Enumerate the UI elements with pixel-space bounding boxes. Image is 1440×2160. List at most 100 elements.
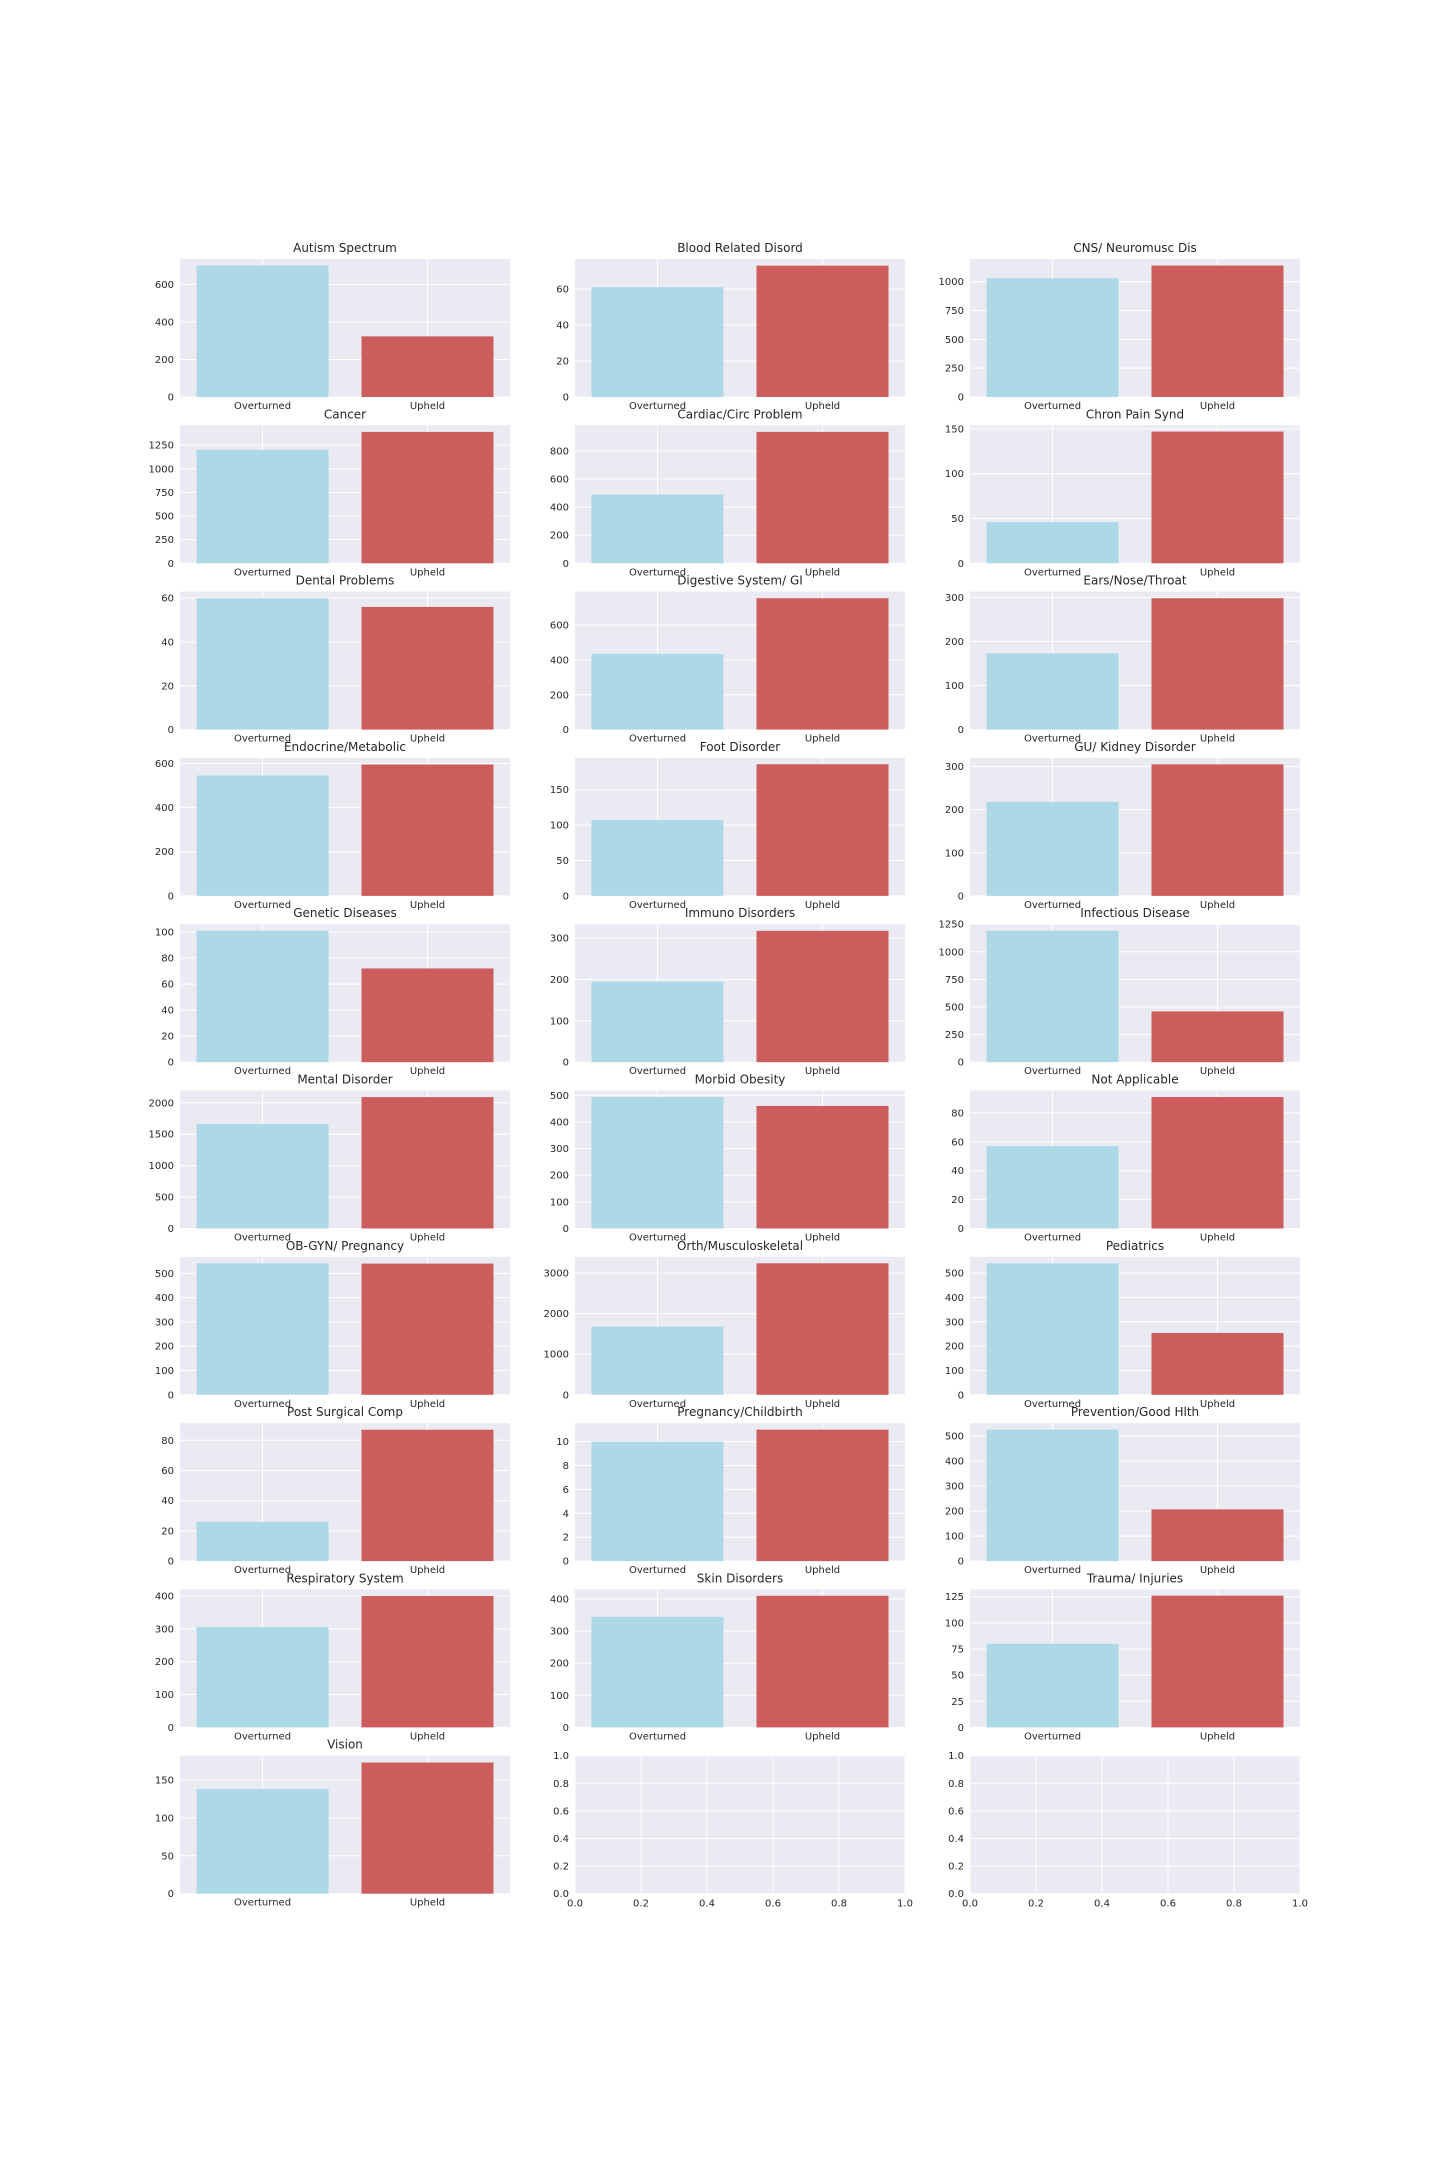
subplot-title: Chron Pain Synd (1086, 407, 1184, 421)
y-tick-label: 750 (945, 306, 964, 317)
subplot-15: 0 250 500 750 1000 1250 Overturned Upheld Infect… (939, 906, 1300, 1077)
y-tick-label: 0 (563, 1224, 569, 1235)
y-tick-label: 750 (945, 975, 964, 986)
x-tick-label: Upheld (410, 401, 445, 412)
bar-overturned (986, 1263, 1119, 1395)
bar-overturned (196, 1124, 329, 1229)
subplot-12: 0 100 200 300 Overturned Upheld GU/ Kidney Dis… (945, 740, 1300, 911)
y-tick-label: 600 (550, 621, 569, 632)
subplot-4: 0 250 500 750 1000 1250 Overturned Upheld Cancer (149, 407, 510, 578)
subplot-19: 0 100 200 300 400 500 Overturned Upheld OB-GYN/ … (155, 1239, 510, 1410)
y-tick-label: 600 (155, 280, 174, 291)
x-tick-label: Upheld (1200, 1565, 1235, 1576)
y-tick-label: 0 (563, 1058, 569, 1069)
x-tick-label: 0.8 (1226, 1899, 1242, 1910)
x-tick-label: Overturned (234, 1565, 291, 1576)
subplot-title: Vision (327, 1738, 363, 1752)
y-tick-label: 500 (945, 1003, 964, 1014)
y-tick-label: 500 (550, 1091, 569, 1102)
subplot-16: 0 500 1000 1500 2000 Overturned Upheld Mental D… (149, 1073, 510, 1244)
y-tick-label: 300 (155, 1317, 174, 1328)
y-tick-label: 1000 (544, 1350, 569, 1361)
x-tick-label: Upheld (805, 900, 840, 911)
subplot-title: Pregnancy/Childbirth (677, 1405, 802, 1419)
y-tick-label: 100 (945, 848, 964, 859)
x-tick-label: Overturned (629, 1399, 686, 1410)
y-tick-label: 0 (958, 725, 964, 736)
x-tick-label: Overturned (629, 734, 686, 745)
y-tick-label: 25 (951, 1697, 964, 1708)
x-tick-label: Overturned (1024, 1233, 1081, 1244)
x-tick-label: 0.4 (1094, 1899, 1110, 1910)
y-tick-label: 50 (951, 514, 964, 525)
subplot-title: Blood Related Disord (677, 241, 803, 255)
x-tick-label: Overturned (629, 1233, 686, 1244)
subplot-8: 0 200 400 600 Overturned Upheld Digestive Syst… (550, 574, 905, 745)
y-tick-label: 20 (951, 1195, 964, 1206)
subplot-21: 0 100 200 300 400 500 Overturned Upheld Pediatri… (945, 1239, 1300, 1410)
y-tick-label: 200 (155, 847, 174, 858)
subplot-28: 0 50 100 150 Overturned Upheld Vision (155, 1738, 510, 1909)
y-tick-label: 4 (563, 1509, 569, 1520)
y-tick-label: 1.0 (948, 1751, 964, 1762)
y-tick-label: 800 (550, 446, 569, 457)
bar-overturned (196, 1521, 329, 1562)
x-tick-label: Upheld (410, 1731, 445, 1742)
bar-upheld (361, 1429, 494, 1562)
x-tick-label: Upheld (1200, 567, 1235, 578)
y-tick-label: 1500 (149, 1130, 174, 1141)
x-tick-label: Overturned (1024, 1731, 1081, 1742)
y-tick-label: 400 (945, 1457, 964, 1468)
y-tick-label: 1.0 (553, 1751, 569, 1762)
y-tick-label: 1250 (149, 441, 174, 452)
y-tick-label: 400 (155, 1591, 174, 1602)
x-tick-label: Upheld (410, 1399, 445, 1410)
y-tick-label: 100 (945, 469, 964, 480)
x-tick-label: 0.6 (1160, 1899, 1176, 1910)
subplot-title: Ears/Nose/Throat (1083, 574, 1186, 588)
bar-overturned (591, 981, 724, 1063)
bar-upheld (361, 968, 494, 1063)
x-tick-label: Overturned (629, 401, 686, 412)
subplot-title: Not Applicable (1091, 1073, 1178, 1087)
bar-overturned (196, 265, 329, 397)
subplot-title: Mental Disorder (297, 1073, 392, 1087)
x-tick-label: Upheld (410, 567, 445, 578)
subplot-22: 0 20 40 60 80 Overturned Upheld Post Surgical C… (161, 1405, 510, 1576)
bar-overturned (196, 1627, 329, 1728)
x-tick-label: Upheld (805, 567, 840, 578)
y-tick-label: 0.0 (553, 1889, 569, 1900)
x-tick-label: Overturned (234, 734, 291, 745)
y-tick-label: 400 (155, 317, 174, 328)
y-tick-label: 400 (550, 655, 569, 666)
y-tick-label: 20 (161, 1526, 174, 1537)
x-tick-label: Upheld (805, 1233, 840, 1244)
subplot-title: Autism Spectrum (293, 241, 397, 255)
x-tick-label: Overturned (629, 1565, 686, 1576)
x-tick-label: Overturned (234, 1898, 291, 1909)
y-tick-label: 0 (563, 1390, 569, 1401)
y-tick-label: 750 (155, 488, 174, 499)
plot-background (970, 1755, 1300, 1894)
x-tick-label: Upheld (805, 401, 840, 412)
bar-overturned (591, 653, 724, 730)
y-tick-label: 0 (958, 891, 964, 902)
y-tick-label: 0 (563, 891, 569, 902)
y-tick-label: 100 (155, 928, 174, 939)
y-tick-label: 60 (556, 285, 569, 296)
bar-upheld (756, 1105, 889, 1229)
y-tick-label: 50 (161, 1851, 174, 1862)
subplot-title: Prevention/Good Hlth (1071, 1405, 1199, 1419)
subplot-title: Pediatrics (1106, 1239, 1164, 1253)
y-tick-label: 200 (945, 805, 964, 816)
bar-upheld (361, 1097, 494, 1229)
y-tick-label: 2000 (544, 1309, 569, 1320)
y-tick-label: 60 (161, 980, 174, 991)
subplot-7: 0 20 40 60 Overturned Upheld Dental Problems (161, 574, 510, 745)
subplot-17: 0 100 200 300 400 500 Overturned Upheld Morbid O… (550, 1073, 905, 1244)
bar-overturned (591, 1616, 724, 1728)
y-tick-label: 300 (550, 1627, 569, 1638)
y-tick-label: 150 (550, 785, 569, 796)
y-tick-label: 0 (168, 891, 174, 902)
